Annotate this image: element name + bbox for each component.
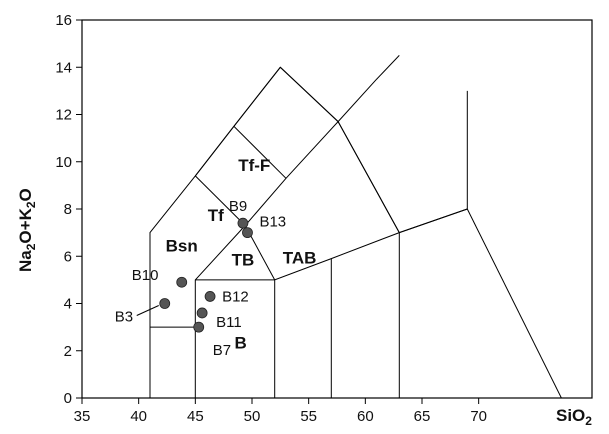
x-tick-label-70: 70 bbox=[470, 408, 487, 425]
field-label-tab: TAB bbox=[283, 248, 317, 267]
x-tick-label-55: 55 bbox=[300, 408, 317, 425]
leader-line-b3 bbox=[136, 305, 159, 316]
axis-labels: SiO2 Na2O+K2O bbox=[16, 188, 592, 428]
y-tick-label-14: 14 bbox=[55, 59, 72, 76]
plot-frame bbox=[81, 19, 593, 399]
y-tick-label-2: 2 bbox=[64, 343, 72, 360]
point-label-b12: B12 bbox=[222, 288, 249, 305]
field-boundary-13 bbox=[337, 121, 400, 233]
data-point-b12 bbox=[204, 291, 216, 302]
point-label-b9: B9 bbox=[229, 198, 247, 215]
field-boundary-14 bbox=[399, 208, 468, 234]
data-point-b11 bbox=[196, 307, 208, 319]
point-label-b10: B10 bbox=[132, 267, 159, 284]
data-points: B3 B10 B12 B11 B7 B9 B13 bbox=[115, 198, 286, 359]
x-axis-label: SiO2 bbox=[556, 406, 592, 428]
x-tick-label-65: 65 bbox=[414, 408, 431, 425]
point-label-b3: B3 bbox=[115, 309, 133, 326]
field-label-b: B bbox=[235, 333, 247, 352]
y-tick-label-10: 10 bbox=[55, 154, 72, 171]
field-boundary-3 bbox=[195, 232, 400, 281]
field-boundary-12 bbox=[279, 66, 339, 122]
axis-ticks: 35 40 45 50 55 60 65 70 0 2 4 6 8 10 12 14 16 bbox=[55, 12, 487, 425]
y-tick-label-12: 12 bbox=[55, 107, 72, 124]
y-tick-label-4: 4 bbox=[64, 296, 72, 313]
field-labels: Tf-F Tf Bsn TB TAB B bbox=[166, 156, 317, 352]
data-point-b3 bbox=[159, 298, 171, 309]
field-label-bsn: Bsn bbox=[166, 237, 198, 256]
y-axis-label: Na2O+K2O bbox=[16, 188, 38, 272]
data-point-b7 bbox=[193, 321, 205, 333]
field-boundary-5 bbox=[233, 66, 281, 127]
field-boundary-6 bbox=[194, 175, 246, 226]
y-tick-label-16: 16 bbox=[55, 12, 72, 29]
field-boundary-4 bbox=[194, 125, 235, 177]
point-label-b13: B13 bbox=[259, 214, 286, 231]
x-tick-label-40: 40 bbox=[130, 408, 147, 425]
data-point-b13 bbox=[242, 227, 253, 239]
x-tick-label-60: 60 bbox=[357, 408, 374, 425]
field-label-tf: Tf bbox=[208, 206, 224, 225]
point-label-b11: B11 bbox=[216, 314, 242, 331]
x-tick-label-45: 45 bbox=[187, 408, 204, 425]
field-boundary-0 bbox=[149, 66, 468, 398]
plot-border bbox=[81, 19, 593, 399]
data-point-b9 bbox=[237, 217, 249, 229]
y-tick-label-6: 6 bbox=[64, 248, 72, 265]
field-boundary-15 bbox=[466, 208, 562, 399]
x-tick-label-35: 35 bbox=[74, 408, 91, 425]
field-boundaries bbox=[149, 55, 562, 399]
field-label-tf-f: Tf-F bbox=[238, 156, 270, 175]
field-label-tb: TB bbox=[232, 251, 255, 270]
x-tick-label-50: 50 bbox=[244, 408, 261, 425]
y-tick-label-8: 8 bbox=[64, 201, 72, 218]
field-boundary-11 bbox=[233, 125, 287, 179]
point-label-b7: B7 bbox=[213, 342, 231, 359]
y-tick-label-0: 0 bbox=[64, 390, 72, 407]
data-point-b10 bbox=[176, 276, 188, 288]
